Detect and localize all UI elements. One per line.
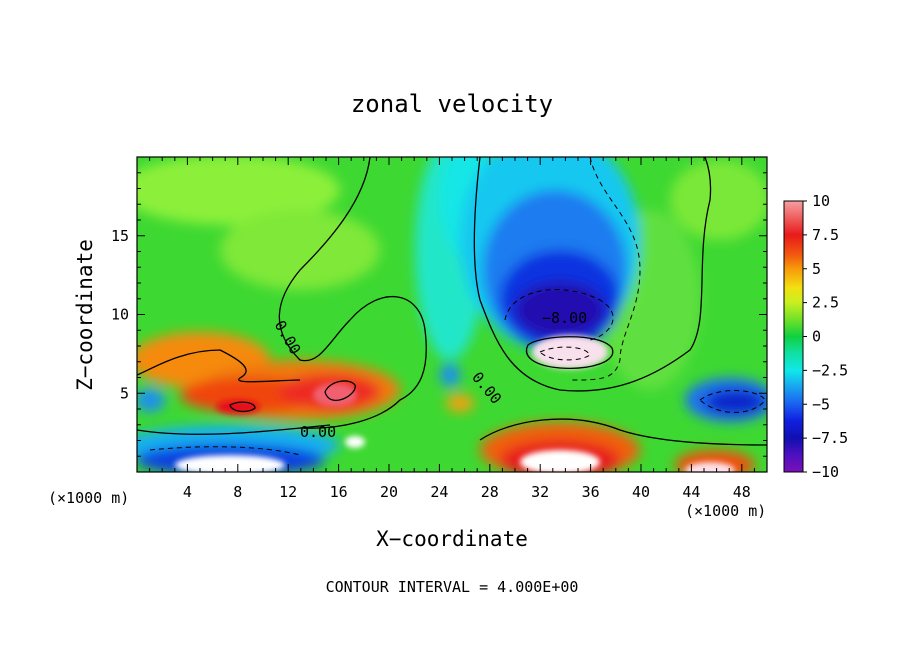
y-tick-label: 10 bbox=[111, 306, 129, 324]
colorbar bbox=[783, 200, 804, 473]
contour-interval-note: CONTOUR INTERVAL = 4.000E+00 bbox=[326, 578, 579, 596]
y-axis: 5 10 15 bbox=[111, 156, 767, 473]
y-tick-label: 5 bbox=[120, 384, 129, 402]
colorbar-tick-label: 10 bbox=[812, 192, 830, 210]
x-tick-label: 28 bbox=[481, 483, 499, 501]
heatmap-field: 0.00 0.00 0.00 −8.00 bbox=[137, 157, 767, 472]
colorbar-tick-label: 5 bbox=[812, 260, 821, 278]
x-tick-label: 12 bbox=[279, 483, 297, 501]
x-tick-label: 24 bbox=[430, 483, 448, 501]
x-tick-label: 20 bbox=[380, 483, 398, 501]
chart-title: zonal velocity bbox=[351, 90, 553, 118]
x-tick-label: 44 bbox=[682, 483, 700, 501]
x-tick-label: 4 bbox=[183, 483, 192, 501]
colorbar-ticks: 10 7.5 5 2.5 0 −2.5 −5 −7.5 −10 bbox=[803, 192, 848, 481]
contour-label: −8.00 bbox=[542, 309, 587, 327]
colorbar-tick-label: 2.5 bbox=[812, 294, 839, 312]
x-axis-title: X−coordinate bbox=[376, 527, 528, 551]
x-unit-right: (×1000 m) bbox=[685, 502, 766, 520]
colorbar-tick-label: 0 bbox=[812, 328, 821, 346]
x-axis: 4 8 12 16 20 24 28 32 36 40 44 48 bbox=[136, 157, 768, 501]
x-tick-label: 40 bbox=[632, 483, 650, 501]
x-tick-label: 48 bbox=[733, 483, 751, 501]
y-axis-title: Z−coordinate bbox=[73, 239, 97, 391]
colorbar-tick-label: −2.5 bbox=[812, 361, 848, 379]
colorbar-tick-label: −7.5 bbox=[812, 429, 848, 447]
colorbar-tick-label: 7.5 bbox=[812, 226, 839, 244]
contour-label: 0.00 bbox=[300, 423, 336, 441]
x-tick-label: 32 bbox=[531, 483, 549, 501]
colorbar-tick-label: −10 bbox=[812, 463, 839, 481]
x-tick-label: 36 bbox=[582, 483, 600, 501]
x-tick-label: 8 bbox=[233, 483, 242, 501]
x-tick-label: 16 bbox=[330, 483, 348, 501]
x-unit-left: (×1000 m) bbox=[48, 489, 129, 507]
y-tick-label: 15 bbox=[111, 227, 129, 245]
colorbar-tick-label: −5 bbox=[812, 395, 830, 413]
